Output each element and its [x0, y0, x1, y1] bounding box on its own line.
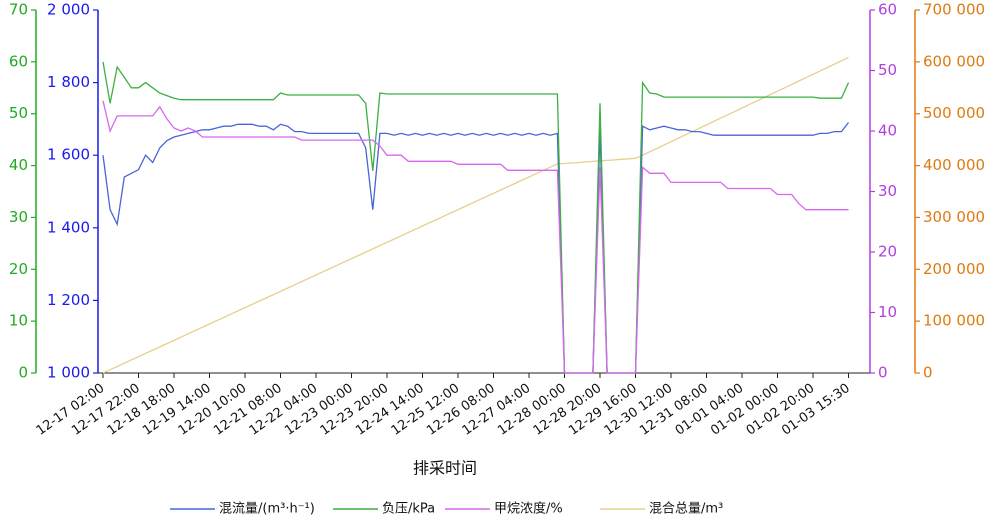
data-line [102, 100, 849, 374]
y-tick-label: 50 [878, 61, 897, 79]
y-tick-label: 60 [9, 52, 28, 70]
y-tick-label: 40 [9, 156, 28, 174]
y-tick-label: 20 [9, 260, 28, 278]
y-tick-label: 50 [9, 104, 28, 122]
x-axis-label: 排采时间 [413, 459, 477, 478]
legend-label: 混流量/(m³·h⁻¹) [219, 502, 315, 517]
y-tick-label: 60 [878, 1, 897, 19]
y-tick-label: 0 [923, 364, 933, 382]
y-tick-label: 40 [878, 122, 897, 140]
y-tick-label: 1 000 [47, 364, 90, 382]
y-tick-label: 0 [878, 364, 888, 382]
legend-label: 负压/kPa [382, 502, 435, 517]
y-tick-label: 30 [878, 182, 897, 200]
y-tick-label: 20 [878, 243, 897, 261]
data-line [102, 61, 850, 374]
y-tick-label: 300 000 [923, 208, 985, 226]
y-tick-label: 70 [9, 1, 28, 19]
y-tick-label: 10 [9, 312, 28, 330]
y-tick-label: 10 [878, 303, 897, 321]
y-tick-label: 100 000 [923, 312, 985, 330]
y-tick-label: 0 [18, 364, 28, 382]
y-tick-label: 1 800 [47, 73, 90, 91]
y-tick-label: 1 200 [47, 291, 90, 309]
legend-label: 混合总量/m³ [649, 502, 723, 517]
y-tick-label: 200 000 [923, 260, 985, 278]
data-line [102, 122, 850, 374]
y-tick-label: 30 [9, 208, 28, 226]
y-tick-label: 700 000 [923, 1, 985, 19]
y-tick-label: 2 000 [47, 1, 90, 19]
y-tick-label: 500 000 [923, 104, 985, 122]
y-tick-label: 1 400 [47, 218, 90, 236]
y-tick-label: 600 000 [923, 52, 985, 70]
y-tick-label: 1 600 [47, 146, 90, 164]
legend-label: 甲烷浓度/% [494, 501, 563, 517]
data-line [102, 56, 849, 374]
y-tick-label: 400 000 [923, 156, 985, 174]
